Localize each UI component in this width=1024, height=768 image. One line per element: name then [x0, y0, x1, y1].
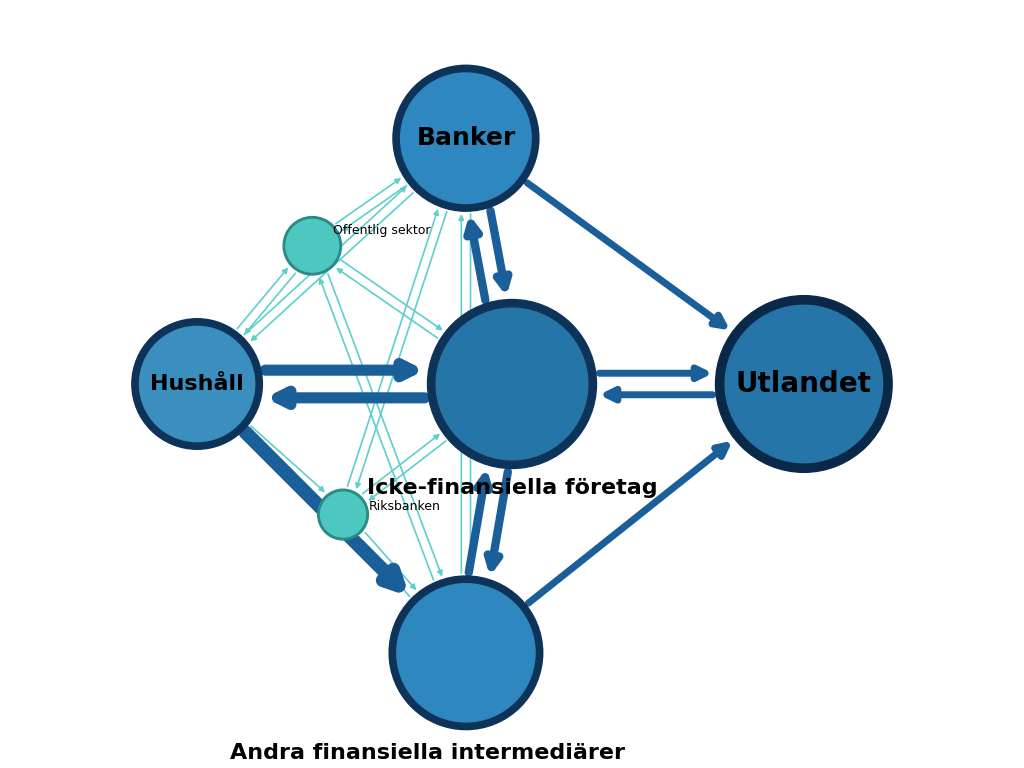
Circle shape [317, 489, 369, 540]
FancyArrowPatch shape [347, 210, 438, 486]
Text: Banker: Banker [417, 126, 515, 151]
Circle shape [400, 73, 531, 204]
Circle shape [428, 300, 596, 468]
Text: Offentlig sektor: Offentlig sektor [333, 224, 430, 237]
Circle shape [132, 319, 262, 449]
FancyArrowPatch shape [252, 193, 413, 340]
Circle shape [393, 65, 539, 211]
FancyArrowPatch shape [599, 368, 705, 379]
Circle shape [321, 492, 366, 537]
FancyArrowPatch shape [341, 260, 441, 329]
Circle shape [396, 584, 535, 722]
Text: Andra finansiella intermediärer: Andra finansiella intermediärer [230, 743, 625, 763]
FancyArrowPatch shape [251, 426, 324, 491]
Circle shape [725, 305, 883, 462]
FancyArrowPatch shape [359, 540, 410, 597]
Text: Icke-finansiella företag: Icke-finansiella företag [367, 478, 657, 498]
Text: Riksbanken: Riksbanken [369, 501, 440, 513]
FancyArrowPatch shape [265, 363, 413, 377]
FancyArrowPatch shape [336, 179, 399, 223]
Circle shape [283, 217, 342, 275]
FancyArrowPatch shape [468, 214, 473, 571]
FancyArrowPatch shape [319, 279, 433, 580]
FancyArrowPatch shape [245, 432, 398, 585]
FancyArrowPatch shape [607, 389, 713, 400]
FancyArrowPatch shape [490, 210, 508, 287]
FancyArrowPatch shape [328, 274, 442, 575]
FancyArrowPatch shape [527, 183, 724, 326]
Text: Utlandet: Utlandet [736, 370, 871, 398]
Circle shape [139, 326, 255, 442]
FancyArrowPatch shape [467, 223, 485, 300]
FancyArrowPatch shape [343, 185, 407, 230]
FancyArrowPatch shape [246, 434, 319, 499]
Circle shape [716, 296, 892, 472]
FancyArrowPatch shape [338, 269, 437, 338]
FancyArrowPatch shape [487, 472, 508, 567]
FancyArrowPatch shape [459, 216, 464, 573]
FancyArrowPatch shape [366, 532, 416, 589]
FancyArrowPatch shape [362, 435, 438, 494]
FancyArrowPatch shape [370, 441, 445, 500]
FancyArrowPatch shape [278, 391, 425, 405]
FancyArrowPatch shape [469, 478, 488, 573]
FancyArrowPatch shape [238, 269, 287, 329]
FancyArrowPatch shape [528, 445, 726, 603]
Circle shape [389, 576, 543, 730]
FancyArrowPatch shape [246, 273, 295, 333]
Circle shape [286, 220, 339, 272]
FancyArrowPatch shape [245, 187, 406, 335]
FancyArrowPatch shape [356, 212, 446, 488]
Text: Hushåll: Hushåll [151, 374, 244, 394]
Circle shape [436, 308, 588, 460]
